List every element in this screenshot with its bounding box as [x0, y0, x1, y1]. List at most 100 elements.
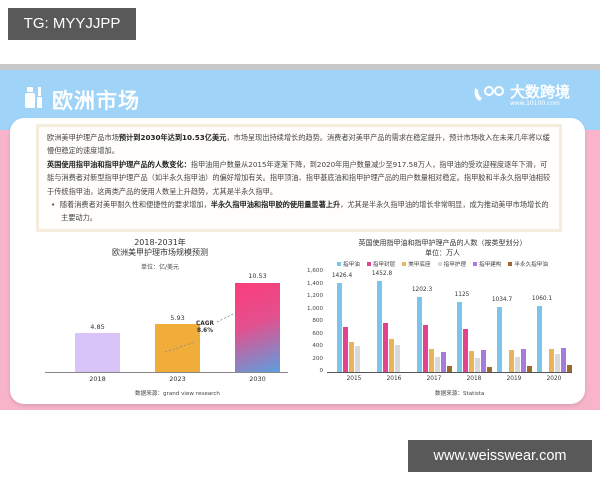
cagr-label: CAGR: [196, 321, 214, 327]
x-label: 2020: [546, 376, 562, 382]
cagr-annotation: CAGR 8.6%: [196, 321, 214, 335]
y-tick: 200: [312, 355, 323, 362]
text: 欧洲美甲护理产品市场: [47, 133, 119, 142]
y-tick: 0: [319, 368, 323, 374]
bar-value-2023: 5.93: [170, 314, 185, 322]
nail-polish-icon: [24, 87, 44, 113]
legend-swatch: [366, 262, 371, 266]
y-tick: 1,600: [306, 268, 323, 274]
x-label-2030: 2030: [249, 375, 266, 383]
uk-users-chart: 英国使用指甲油和指甲护理产品的人数（按类型划分） 单位：万人 指甲油 指甲封层 …: [305, 238, 580, 403]
x-axis: [45, 372, 288, 373]
x-label: 2019: [506, 376, 522, 382]
x-label: 2016: [386, 376, 402, 382]
legend-item: 指甲护理: [437, 260, 466, 268]
bar: [435, 356, 440, 372]
bar: [509, 350, 514, 372]
bar: [549, 349, 554, 372]
bar: [429, 349, 434, 372]
highlight: 预计到2030年达到10.53亿美元: [118, 133, 227, 142]
legend-item: 美甲底座: [402, 260, 431, 268]
market-size-chart: 2018-2031年 欧洲美甲护理市场规模预测 单位：亿/美元 4.85 5.9…: [40, 238, 288, 403]
cagr-value: 8.6%: [196, 328, 214, 334]
x-axis: [327, 372, 572, 373]
bar: [417, 296, 422, 372]
bar: [497, 307, 502, 372]
bar: [515, 356, 520, 372]
legend-swatch: [402, 262, 407, 266]
y-tick: 600: [312, 330, 323, 337]
section-title: 欧洲市场: [24, 85, 140, 115]
y-tick: 800: [312, 318, 323, 324]
top-border: [0, 64, 600, 70]
brand-logo: 大数跨境 www.10100.com: [472, 84, 570, 108]
bar: [389, 339, 394, 372]
bar-value-label: 1125: [454, 291, 470, 298]
x-label: 2018: [466, 376, 482, 382]
y-tick: 1,400: [306, 280, 323, 287]
bar: [475, 357, 480, 372]
summary-box: 欧洲美甲护理产品市场预计到2030年达到10.53亿美元，市场呈现出持续增长的趋…: [36, 124, 562, 232]
y-tick: 1,200: [306, 293, 323, 299]
x-label-2018: 2018: [89, 375, 106, 383]
y-tick: 1,000: [306, 305, 323, 312]
legend-item: 指甲建构: [473, 260, 501, 268]
highlight: 英国使用指甲油和指甲护理产品的人数变化：: [47, 159, 191, 169]
bar: [481, 350, 486, 372]
highlight: 半永久指甲油和指甲胶的使用量显著上升: [210, 200, 341, 210]
chart-legend: 指甲油 指甲封层 美甲底座 指甲护理 指甲建构 半永久指甲油: [305, 260, 580, 268]
bar: [469, 350, 474, 372]
bar-2023: [155, 324, 200, 373]
legend-label: 指甲油: [343, 262, 360, 268]
bar-value-label: 1426.4: [331, 272, 353, 279]
chart-source: 数据来源：grand view research: [135, 391, 220, 397]
content-card: 欧洲美甲护理产品市场预计到2030年达到10.53亿美元，市场呈现出持续增长的趋…: [10, 118, 585, 404]
bar: [343, 327, 348, 372]
summary-bullet: • 随着消费者对美甲耐久性和便捷性的要求增加，半永久指甲油和指甲胶的使用量显著上…: [47, 198, 551, 225]
chart-source: 数据来源：Statista: [435, 391, 485, 397]
bar: [349, 342, 354, 372]
bar: [567, 365, 572, 372]
chart-title: 英国使用指甲油和指甲护理产品的人数（按类型划分）: [358, 239, 527, 247]
chart-title-line1: 2018-2031年: [134, 238, 186, 247]
chart-unit: 单位：亿/美元: [140, 264, 180, 271]
legend-item: 半永久指甲油: [508, 260, 548, 268]
legend-swatch: [437, 262, 442, 266]
x-label: 2017: [426, 376, 442, 382]
page-title: 欧洲市场: [52, 89, 140, 113]
bar-value-label: 1452.8: [371, 271, 393, 278]
bar: [487, 367, 492, 372]
legend-label: 半永久指甲油: [514, 262, 548, 268]
bar: [561, 347, 566, 372]
summary-paragraph-2: 英国使用指甲油和指甲护理产品的人数变化：指甲油用户数量从2015年逐渐下降，到2…: [47, 158, 551, 198]
legend-item: 指甲油: [337, 260, 360, 268]
text: 随着消费者对美甲耐久性和便捷性的要求增加，: [59, 200, 211, 210]
bar: [527, 366, 532, 372]
legend-label: 指甲建构: [479, 262, 502, 268]
y-tick: 400: [312, 343, 323, 349]
logo-icon: [472, 84, 506, 108]
bar-value-2030: 10.53: [248, 272, 267, 280]
legend-swatch: [337, 262, 342, 266]
bar-2030: [235, 283, 280, 373]
slide: 欧洲市场 大数跨境 www.10100.com 欧洲美甲护理产品市场预计到203…: [0, 64, 600, 410]
chart-unit: 单位：万人: [425, 249, 460, 257]
logo-url: www.10100.com: [509, 99, 560, 107]
bar: [383, 323, 388, 372]
text: 指甲油用户数量从2015年逐渐下降，到2020年用户数量减少至917.58万人，…: [47, 159, 551, 196]
bar: [423, 325, 428, 372]
chart-title-line2: 欧洲美甲护理市场规模预测: [112, 248, 208, 257]
bar-value-label: 1060.1: [531, 295, 553, 302]
bar: [395, 345, 400, 372]
bar: [521, 349, 526, 372]
bar: [457, 301, 462, 372]
watermark-top: TG: MYYJJPP: [8, 8, 136, 40]
legend-swatch: [473, 262, 477, 266]
bar: [355, 346, 360, 372]
bar: [463, 328, 468, 372]
text: ，尤其是半永久指甲油的增长非常明显，成为推动美甲市场增长的主要动力。: [61, 200, 549, 223]
legend-label: 指甲封层: [372, 262, 396, 268]
logo-brand: 大数跨境: [509, 82, 570, 101]
bar-2018: [75, 333, 120, 373]
legend-item: 指甲封层: [366, 260, 396, 268]
